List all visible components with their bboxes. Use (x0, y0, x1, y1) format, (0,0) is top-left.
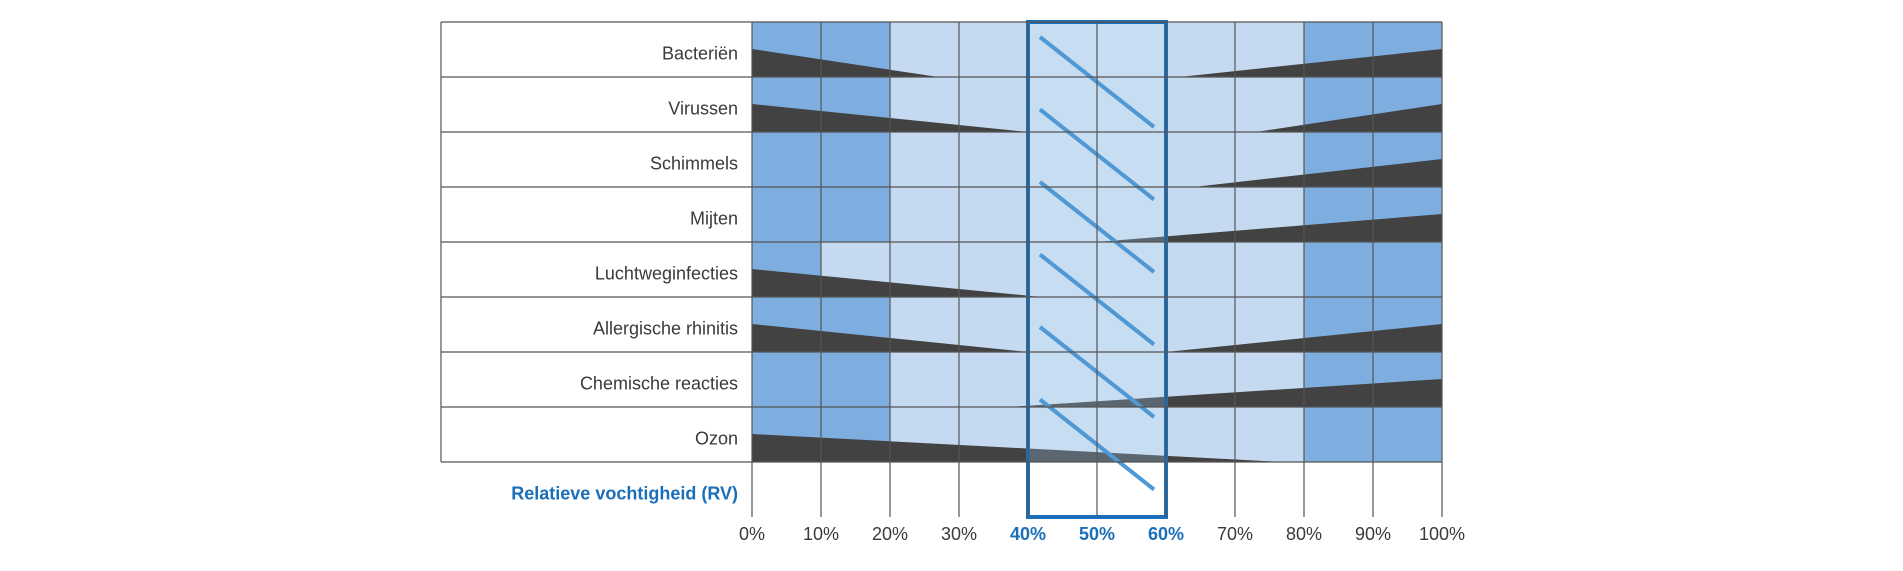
cell (1166, 77, 1235, 132)
cell (1028, 242, 1097, 297)
x-tick-label: 40% (1010, 524, 1046, 544)
risk-wedge-right (1179, 49, 1442, 77)
cell (959, 297, 1028, 352)
row-label: Bacteriën (662, 44, 738, 64)
cell (959, 22, 1028, 77)
x-axis-title: Relatieve vochtigheid (RV) (511, 484, 738, 504)
cell (1028, 132, 1097, 187)
cell (1235, 77, 1304, 132)
cell (1304, 242, 1373, 297)
cell (1373, 242, 1442, 297)
cell (1097, 77, 1166, 132)
grid-layer (440, 21, 1443, 517)
risk-wedge-left (752, 49, 939, 77)
cell (821, 132, 890, 187)
cell (821, 352, 890, 407)
cell (959, 77, 1028, 132)
cell (890, 22, 959, 77)
cell (890, 352, 959, 407)
risk-wedge-right (1255, 104, 1442, 132)
cell (1166, 242, 1235, 297)
cell (752, 187, 821, 242)
row-label: Virussen (668, 99, 738, 119)
risk-wedge-left (752, 434, 1284, 462)
tick-labels-layer: 0% 10% 20% 30% 40% 50% 60% 70% 80% 90% 100% (739, 524, 1465, 544)
cell (1235, 242, 1304, 297)
row-labels-layer: Bacteriën Virussen Schimmels Mijten Luchtweg… (580, 44, 738, 449)
row-label: Luchtweginfecties (595, 264, 738, 284)
x-tick-label: 10% (803, 524, 839, 544)
x-tick-label: 80% (1286, 524, 1322, 544)
cell (1166, 407, 1235, 462)
cell (959, 242, 1028, 297)
cell (1028, 187, 1097, 242)
row-label: Allergische rhinitis (593, 319, 738, 339)
x-tick-label: 70% (1217, 524, 1253, 544)
cell (752, 132, 821, 187)
cell (1166, 22, 1235, 77)
x-tick-label: 0% (739, 524, 765, 544)
x-tick-label: 30% (941, 524, 977, 544)
row-label: Chemische reacties (580, 374, 738, 394)
cell (1028, 77, 1097, 132)
x-tick-label: 50% (1079, 524, 1115, 544)
cell (821, 187, 890, 242)
risk-wedge-right (1007, 379, 1442, 407)
cell (1166, 132, 1235, 187)
cell (1373, 407, 1442, 462)
risk-wedge-left (752, 269, 1042, 297)
cell (959, 352, 1028, 407)
cell (1097, 242, 1166, 297)
cell (1028, 22, 1097, 77)
row-label: Schimmels (650, 154, 738, 174)
cell (1304, 407, 1373, 462)
row-label: Mijten (690, 209, 738, 229)
row-label: Ozon (695, 429, 738, 449)
x-tick-label: 20% (872, 524, 908, 544)
x-tick-label: 100% (1419, 524, 1465, 544)
cell (1235, 407, 1304, 462)
cell (1097, 22, 1166, 77)
risk-wedge-right (1097, 214, 1442, 242)
cell (752, 352, 821, 407)
risk-wedge-right (1193, 159, 1442, 187)
cell (1166, 297, 1235, 352)
cell (1097, 132, 1166, 187)
x-tick-label: 90% (1355, 524, 1391, 544)
cell (959, 132, 1028, 187)
cell (890, 187, 959, 242)
x-tick-label: 60% (1148, 524, 1184, 544)
cell (959, 187, 1028, 242)
cell (1097, 187, 1166, 242)
cell (890, 132, 959, 187)
